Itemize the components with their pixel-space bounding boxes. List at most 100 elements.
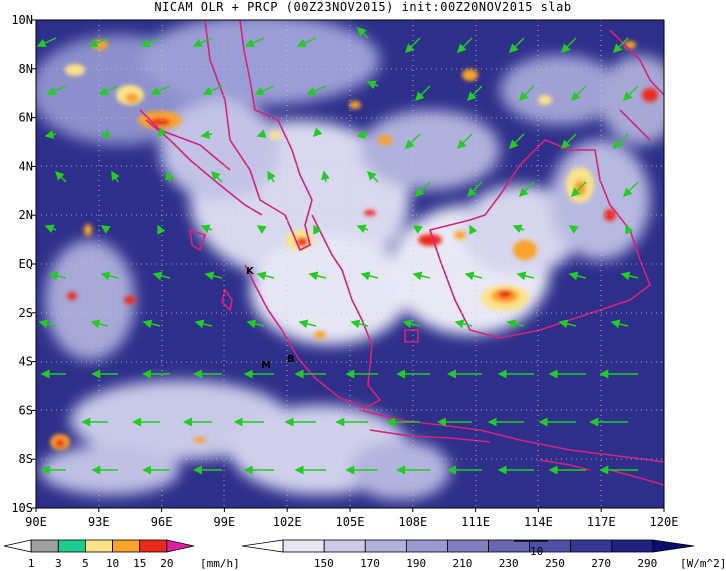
- wind-arrow: [570, 85, 587, 102]
- olr-tick-label: 270: [591, 557, 611, 570]
- wind-arrow: [200, 130, 213, 139]
- precip-bar-start: [3, 539, 32, 553]
- wind-arrow: [610, 319, 629, 329]
- wind-arrow: [625, 224, 634, 235]
- lon-label: 105E: [336, 515, 365, 529]
- wind-arrow: [142, 319, 161, 329]
- olr-tick-label: 290: [637, 557, 657, 570]
- wind-arrow: [612, 133, 629, 150]
- precip-bar-swatch: [139, 539, 168, 553]
- wind-arrow: [466, 181, 483, 198]
- wind-arrow: [98, 85, 119, 96]
- precip-tick-label: 20: [160, 557, 173, 570]
- wind-arrow: [46, 85, 67, 96]
- wind-arrow: [350, 319, 369, 329]
- wind-arrow: [356, 26, 369, 39]
- lon-label: 108E: [398, 515, 427, 529]
- wind-arrow: [622, 181, 639, 198]
- wind-arrow: [366, 170, 379, 183]
- precip-tick-label: 3: [55, 557, 62, 570]
- wind-arrow: [456, 37, 473, 54]
- precip-colorbar: 1 3 5 10 15 20: [3, 539, 195, 570]
- wind-arrow: [558, 319, 577, 329]
- longitude-labels: 90E 93E 96E 99E 102E 105E 108E 111E 114E 117E 120E: [25, 508, 678, 529]
- wind-arrow: [508, 133, 525, 150]
- wind-arrow: [454, 319, 473, 329]
- wind-arrow: [518, 181, 535, 198]
- lat-label: 4N: [19, 159, 33, 173]
- wind-arrow: [312, 127, 323, 138]
- wind-arrow: [140, 37, 161, 48]
- wind-arrow: [469, 224, 478, 235]
- olr-tick-label: 150: [314, 557, 334, 570]
- lon-label: 93E: [88, 515, 110, 529]
- map-title: NICAM OLR + PRCP (00Z23NOV2015) init:00Z…: [154, 0, 572, 14]
- wind-arrow: [506, 319, 525, 329]
- station-marker-k: K: [246, 266, 255, 277]
- wind-arrow: [356, 130, 369, 139]
- lat-label: 6N: [19, 111, 33, 125]
- wind-arrow: [313, 224, 322, 235]
- olr-bar-swatch: [323, 539, 366, 553]
- wind-arrow: [44, 130, 57, 139]
- olr-bar-swatch: [364, 539, 407, 553]
- wind-arrow: [508, 37, 525, 54]
- wind-arrow: [204, 271, 223, 281]
- wind-arrow: [464, 271, 483, 281]
- wind-arrow: [306, 85, 327, 96]
- wind-vectors: [36, 26, 639, 475]
- wind-arrow: [512, 224, 525, 233]
- wind-arrow: [44, 224, 57, 233]
- wind-arrow: [612, 37, 629, 54]
- wind-arrow: [356, 224, 369, 233]
- precip-tick-label: 5: [82, 557, 89, 570]
- wind-arrow: [622, 85, 639, 102]
- wind-arrow: [246, 319, 265, 329]
- precipitation-cells: [50, 40, 658, 450]
- wind-arrow: [466, 85, 483, 102]
- wind-arrow: [48, 271, 67, 281]
- olr-unit-label: [W/m^2]: [680, 557, 726, 570]
- precip-bar-swatch: [30, 539, 59, 553]
- station-marker-b: B: [287, 354, 295, 365]
- wind-arrow: [256, 225, 267, 234]
- wind-arrow: [620, 271, 639, 281]
- wind-arrow: [111, 170, 120, 183]
- lon-label: 114E: [524, 515, 553, 529]
- lat-label: 2N: [19, 208, 33, 222]
- wind-arrow: [100, 225, 111, 234]
- olr-bar-swatch: [570, 539, 613, 553]
- olr-bar-swatch: [488, 539, 531, 553]
- wind-arrow: [308, 271, 327, 281]
- wind-arrow: [256, 271, 275, 281]
- wind-arrow: [254, 85, 275, 96]
- precip-bar-end: [166, 539, 195, 553]
- wind-arrow: [100, 271, 119, 281]
- olr-tick-label: 210: [453, 557, 473, 570]
- lat-label: 8S: [19, 452, 33, 466]
- wind-arrow: [202, 85, 223, 96]
- olr-tick-label: 170: [360, 557, 380, 570]
- lat-label: 2S: [19, 306, 33, 320]
- lat-label: 6S: [19, 403, 33, 417]
- wind-arrow: [568, 225, 579, 234]
- latitude-labels: 10N 8N 6N 4N 2N EQ 2S 4S 6S 8S 10S: [11, 13, 36, 515]
- wind-arrow: [366, 80, 379, 89]
- wind-arrow: [88, 37, 109, 48]
- wind-arrow: [192, 37, 213, 48]
- wind-arrow: [568, 271, 587, 281]
- wind-arrow: [210, 170, 223, 183]
- wind-arrow: [414, 85, 431, 102]
- vector-reference-label: 10: [530, 545, 543, 558]
- olr-tick-label: 230: [499, 557, 519, 570]
- wind-arrow: [560, 133, 577, 150]
- lat-label: 4S: [19, 355, 33, 369]
- lat-label: 8N: [19, 62, 33, 76]
- wind-arrow: [412, 225, 423, 234]
- wind-arrow: [414, 181, 431, 198]
- wind-arrow: [560, 37, 577, 54]
- olr-bar-swatch: [447, 539, 489, 553]
- olr-tick-label: 190: [406, 557, 426, 570]
- precip-tick-label: 1: [28, 557, 35, 570]
